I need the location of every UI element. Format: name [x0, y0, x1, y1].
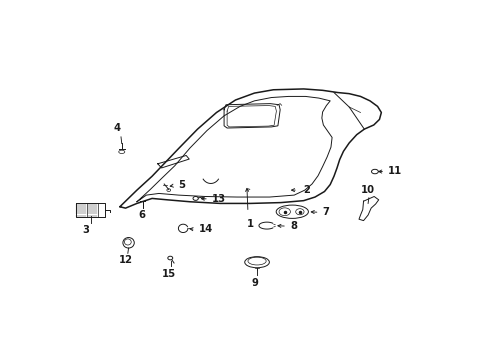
- Text: 11: 11: [387, 166, 401, 176]
- Text: 5: 5: [178, 180, 184, 190]
- Text: 15: 15: [162, 269, 176, 279]
- Text: 14: 14: [198, 224, 212, 234]
- Text: 6: 6: [138, 210, 144, 220]
- Text: 7: 7: [322, 207, 329, 217]
- Text: 4: 4: [113, 123, 121, 133]
- Text: 13: 13: [211, 194, 225, 204]
- Text: 12: 12: [118, 255, 132, 265]
- Text: 10: 10: [360, 185, 374, 195]
- Text: 1: 1: [246, 219, 254, 229]
- Text: 3: 3: [82, 225, 89, 235]
- Text: 2: 2: [303, 185, 310, 195]
- Text: 9: 9: [251, 278, 258, 288]
- Text: 8: 8: [289, 221, 296, 231]
